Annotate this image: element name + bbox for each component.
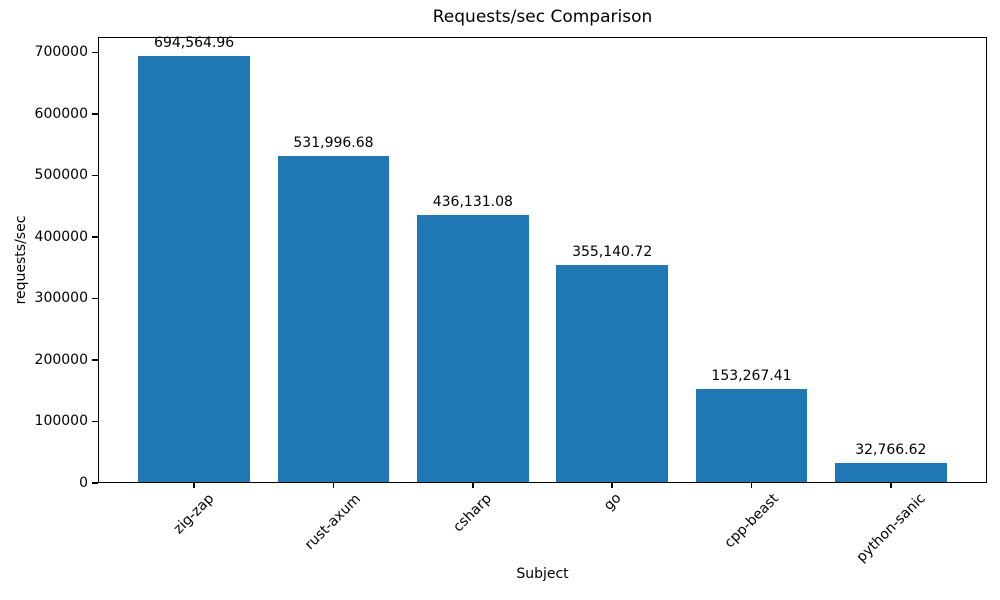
chart-title: Requests/sec Comparison: [432, 7, 653, 27]
x-tick-label: csharp: [450, 490, 496, 536]
y-tick-label: 500000: [34, 167, 88, 184]
bar: [835, 462, 947, 483]
y-tick-mark: [92, 113, 98, 115]
bar-value-label: 32,766.62: [855, 441, 927, 458]
x-tick-label: go: [600, 490, 625, 515]
y-tick-label: 400000: [34, 228, 88, 245]
x-tick-mark: [890, 483, 892, 488]
y-tick-mark: [92, 236, 98, 238]
bar: [417, 214, 529, 483]
bar-value-label: 694,564.96: [154, 34, 235, 51]
plot-area: 694,564.96 531,996.68 436,131.08 355,140.72…: [98, 34, 987, 483]
y-tick-label: 0: [79, 475, 88, 491]
bar-value-label: 436,131.08: [432, 193, 513, 210]
y-tick-label: 600000: [34, 105, 88, 122]
x-tick-mark: [472, 483, 474, 488]
y-tick-mark: [92, 51, 98, 54]
y-tick-mark: [92, 359, 98, 361]
x-tick-mark: [611, 483, 613, 488]
y-tick-label: 200000: [34, 351, 88, 368]
y-tick-label: 700000: [34, 44, 88, 61]
bar-value-label: 531,996.68: [293, 134, 374, 151]
x-tick-label: rust-axum: [302, 490, 365, 553]
y-tick-mark: [92, 174, 98, 177]
y-tick-label: 300000: [34, 290, 88, 307]
x-tick-label: python-sanic: [853, 490, 929, 566]
bar: [138, 55, 250, 483]
bar: [277, 155, 390, 483]
y-tick-mark: [92, 482, 98, 484]
y-tick-mark: [92, 420, 98, 423]
bar-value-label: 355,140.72: [572, 243, 653, 260]
bar: [556, 264, 668, 483]
y-tick-mark: [92, 297, 98, 300]
bar: [695, 388, 808, 483]
x-axis-label: Subject: [516, 566, 569, 582]
x-tick-mark: [750, 483, 753, 488]
x-tick-mark: [332, 483, 335, 488]
x-tick-label: cpp-beast: [721, 490, 782, 551]
bar-value-label: 153,267.41: [711, 367, 792, 384]
y-tick-label: 100000: [34, 413, 88, 430]
x-tick-label: zig-zap: [170, 490, 218, 538]
x-tick-mark: [193, 483, 195, 488]
